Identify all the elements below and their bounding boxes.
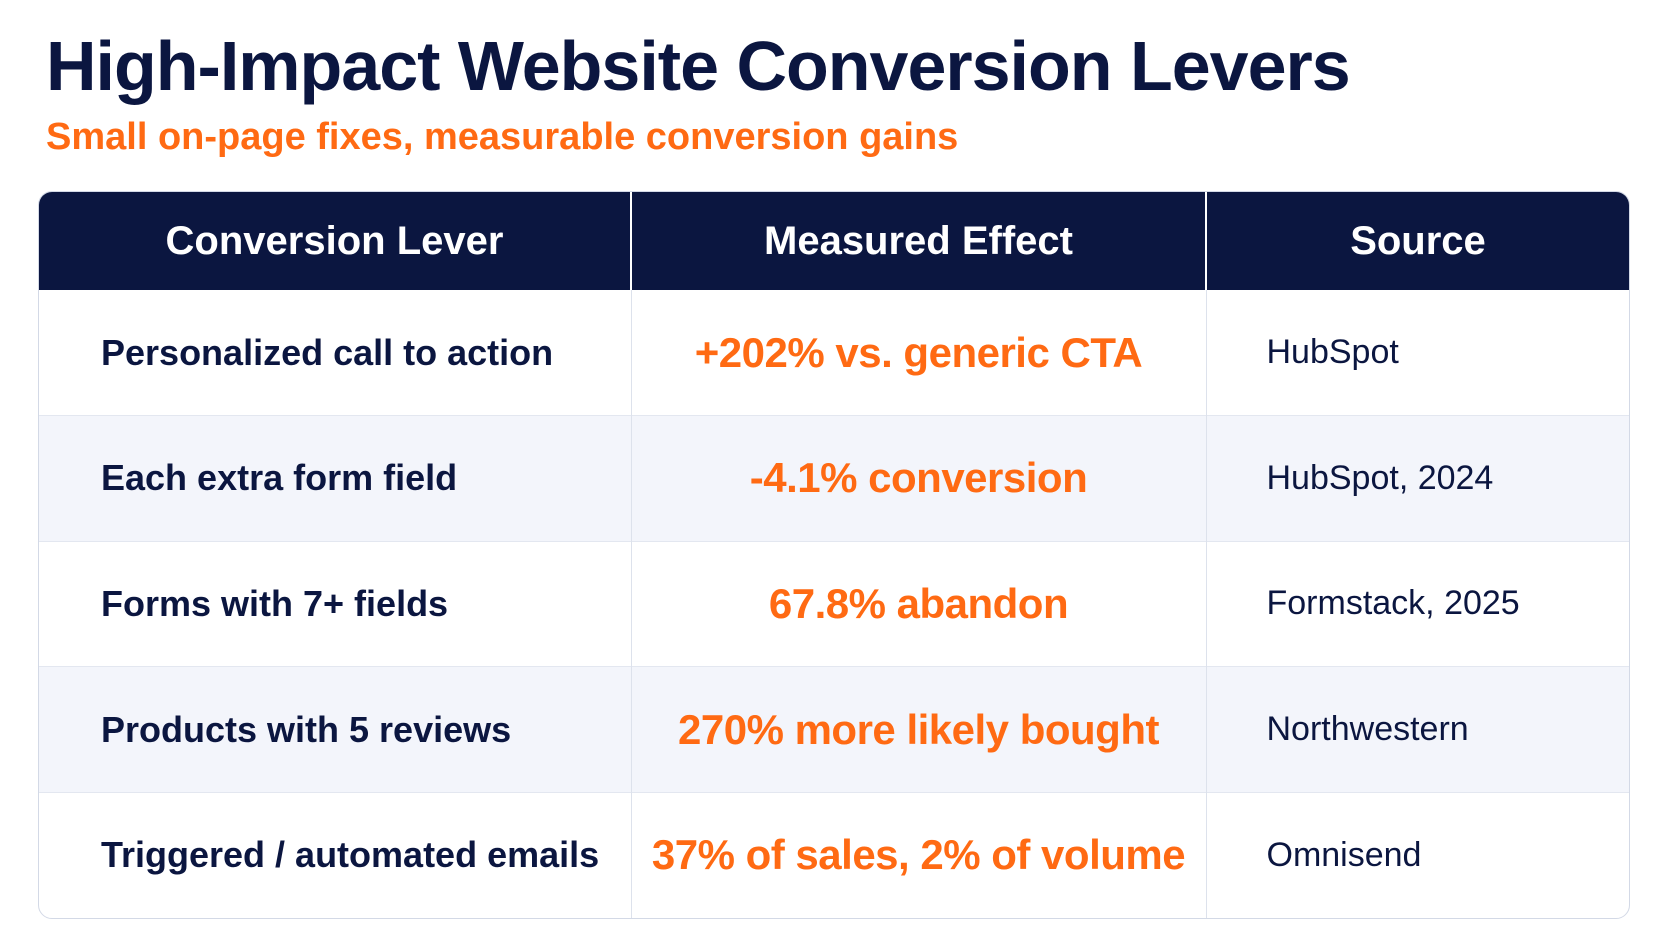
column-header-effect: Measured Effect	[631, 192, 1207, 290]
table-row: Products with 5 reviews 270% more likely…	[39, 666, 1629, 793]
page-subtitle: Small on-page fixes, measurable conversi…	[46, 116, 959, 158]
source-cell: HubSpot, 2024	[1206, 415, 1629, 542]
effect-cell: 67.8% abandon	[631, 540, 1207, 667]
table-row: Personalized call to action +202% vs. ge…	[39, 290, 1629, 416]
table-row: Forms with 7+ fields 67.8% abandon Forms…	[39, 540, 1629, 667]
lever-cell: Personalized call to action	[39, 290, 632, 416]
effect-cell: -4.1% conversion	[631, 415, 1207, 542]
source-cell: HubSpot	[1266, 333, 1399, 372]
table-header: Conversion Lever Measured Effect Source	[39, 192, 1629, 290]
table-header-row: Conversion Lever Measured Effect Source	[39, 192, 1629, 290]
conversion-levers-table: Conversion Lever Measured Effect Source …	[38, 191, 1630, 919]
source-cell: Formstack, 2025	[1206, 540, 1629, 667]
table-row: Each extra form field -4.1% conversion H…	[39, 415, 1629, 542]
page-title: High-Impact Website Conversion Levers	[46, 27, 1351, 105]
column-header-lever: Conversion Lever	[39, 192, 632, 290]
lever-cell: Products with 5 reviews	[39, 666, 632, 793]
source-cell: Omnisend	[1206, 791, 1629, 918]
lever-cell: Each extra form field	[39, 415, 632, 542]
effect-cell: 270% more likely bought	[631, 666, 1207, 793]
table-body: Personalized call to action +202% vs. ge…	[39, 290, 1629, 918]
table-row: Triggered / automated emails 37% of sale…	[39, 791, 1629, 918]
effect-cell: +202% vs. generic CTA	[631, 290, 1207, 416]
lever-cell: Triggered / automated emails	[39, 791, 632, 918]
lever-cell: Forms with 7+ fields	[39, 540, 632, 667]
effect-cell: 37% of sales, 2% of volume	[631, 791, 1207, 918]
column-header-source: Source	[1350, 218, 1486, 263]
source-cell: Northwestern	[1206, 666, 1629, 793]
data-table: Conversion Lever Measured Effect Source …	[39, 192, 1629, 918]
